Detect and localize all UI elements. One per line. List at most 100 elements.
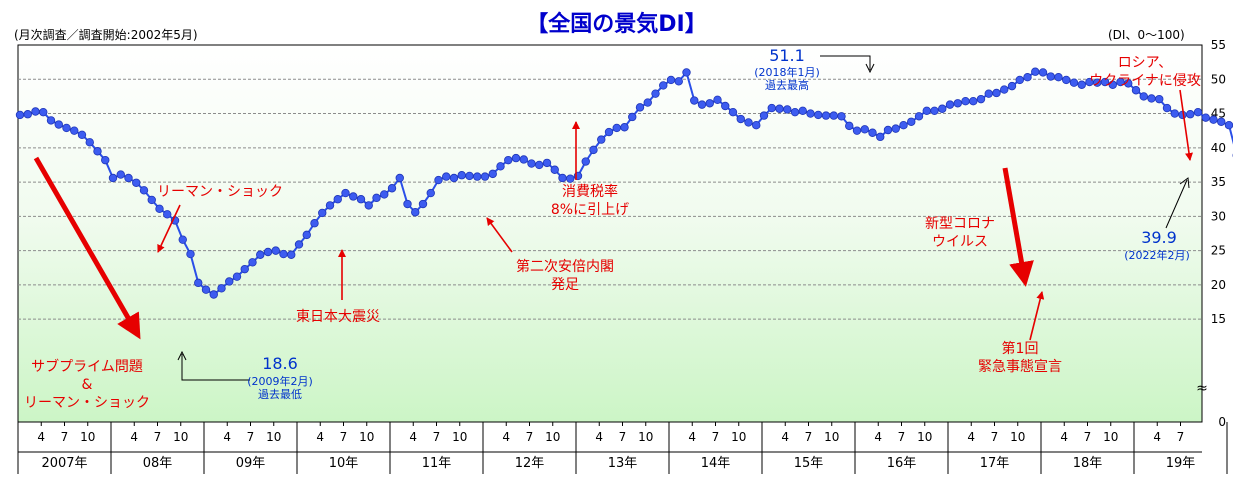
chart-title: 【全国の景気DI】 — [526, 12, 707, 37]
red-trend-arrow — [33, 156, 141, 340]
data-point — [1077, 80, 1086, 89]
data-point — [70, 126, 79, 135]
data-point — [1108, 80, 1117, 89]
annotation-low-label: 過去最低 — [258, 388, 302, 401]
data-point — [279, 249, 288, 259]
data-point — [480, 172, 490, 181]
data-point — [1224, 120, 1233, 130]
data-point — [883, 125, 893, 135]
month-tick-label: 4 — [967, 430, 975, 444]
annotation-covid-line1: 新型コロナ — [925, 216, 995, 232]
data-point — [1209, 115, 1218, 124]
data-point — [504, 155, 513, 165]
data-point — [511, 153, 521, 163]
data-point — [349, 192, 358, 201]
data-point — [263, 247, 273, 257]
data-point — [1155, 94, 1164, 104]
year-label: 14年 — [701, 456, 731, 471]
data-point — [1170, 109, 1179, 118]
data-point — [690, 96, 699, 105]
year-label: 08年 — [143, 456, 173, 471]
data-point — [364, 201, 373, 210]
data-point — [178, 235, 187, 244]
month-tick-label: 10 — [1010, 430, 1025, 444]
month-tick-label: 7 — [619, 430, 627, 444]
y-tick-label: 50 — [1211, 72, 1226, 86]
data-point — [783, 105, 792, 114]
data-point — [728, 107, 738, 117]
annotation-high-date-text: (2018年1月) — [754, 66, 820, 79]
data-point — [217, 284, 226, 293]
data-point — [116, 170, 125, 179]
data-point — [225, 277, 234, 286]
data-point — [914, 112, 924, 121]
year-label: 13年 — [608, 456, 638, 471]
month-tick-label: 10 — [1103, 430, 1118, 444]
year-label: 19年 — [1166, 456, 1196, 471]
data-point — [271, 246, 280, 255]
data-point — [62, 123, 71, 133]
event-arrow — [157, 204, 181, 253]
data-point — [434, 175, 443, 185]
data-point — [969, 97, 978, 106]
data-point — [1217, 117, 1226, 126]
annotation-latest-value: 39.9 — [1141, 228, 1177, 247]
data-point — [287, 250, 296, 259]
data-point — [612, 123, 621, 133]
month-tick-label: 10 — [173, 430, 188, 444]
data-point — [333, 195, 342, 204]
data-point — [147, 195, 156, 205]
y-tick-label: 40 — [1211, 141, 1226, 155]
data-point — [1162, 103, 1172, 113]
annotation-tax: 消費税率 8%に引上げ — [530, 183, 650, 219]
annotation-subprime-line1: サブプライム問題 — [31, 359, 143, 375]
data-point — [775, 104, 784, 113]
data-point — [581, 157, 590, 166]
data-point — [705, 99, 714, 108]
month-tick-label: 4 — [223, 430, 231, 444]
data-point — [984, 89, 993, 98]
year-label: 11年 — [422, 456, 452, 471]
data-point — [341, 188, 350, 198]
annotation-low-value: 18.6 — [262, 354, 298, 373]
month-tick-label: 10 — [452, 430, 467, 444]
year-label: 2007年 — [41, 456, 87, 471]
month-tick-label: 10 — [545, 430, 560, 444]
data-point — [473, 172, 482, 181]
month-tick-label: 10 — [359, 430, 374, 444]
annotation-abe: 第二次安倍内閣 発足 — [495, 258, 635, 294]
month-tick-label: 7 — [154, 430, 162, 444]
pointer-line — [820, 55, 875, 74]
data-point — [829, 111, 838, 120]
data-point — [1000, 85, 1009, 94]
data-point — [713, 95, 722, 105]
year-label: 15年 — [794, 456, 824, 471]
month-tick-label: 4 — [874, 430, 882, 444]
month-tick-label: 10 — [731, 430, 746, 444]
month-tick-label: 7 — [712, 430, 720, 444]
data-point — [93, 147, 102, 156]
data-point — [535, 160, 544, 170]
y-tick-label: 35 — [1211, 175, 1226, 189]
data-point — [628, 112, 637, 122]
month-tick-label: 10 — [824, 430, 839, 444]
data-point — [566, 174, 575, 183]
data-point — [46, 116, 56, 125]
annotation-russia-line2: ウクライナに侵攻 — [1089, 73, 1201, 89]
data-point — [519, 155, 528, 164]
data-point — [302, 230, 311, 240]
data-point — [496, 162, 505, 171]
data-point — [682, 68, 691, 77]
annotation-high-date: (2018年1月) 過去最高 — [732, 66, 842, 92]
data-point — [697, 100, 707, 109]
data-point — [248, 258, 257, 267]
data-point — [101, 155, 110, 165]
data-point — [868, 128, 877, 137]
data-point — [1031, 67, 1040, 76]
month-tick-label: 10 — [80, 430, 95, 444]
data-point — [395, 173, 404, 183]
data-point — [790, 107, 800, 117]
data-point — [426, 188, 435, 198]
